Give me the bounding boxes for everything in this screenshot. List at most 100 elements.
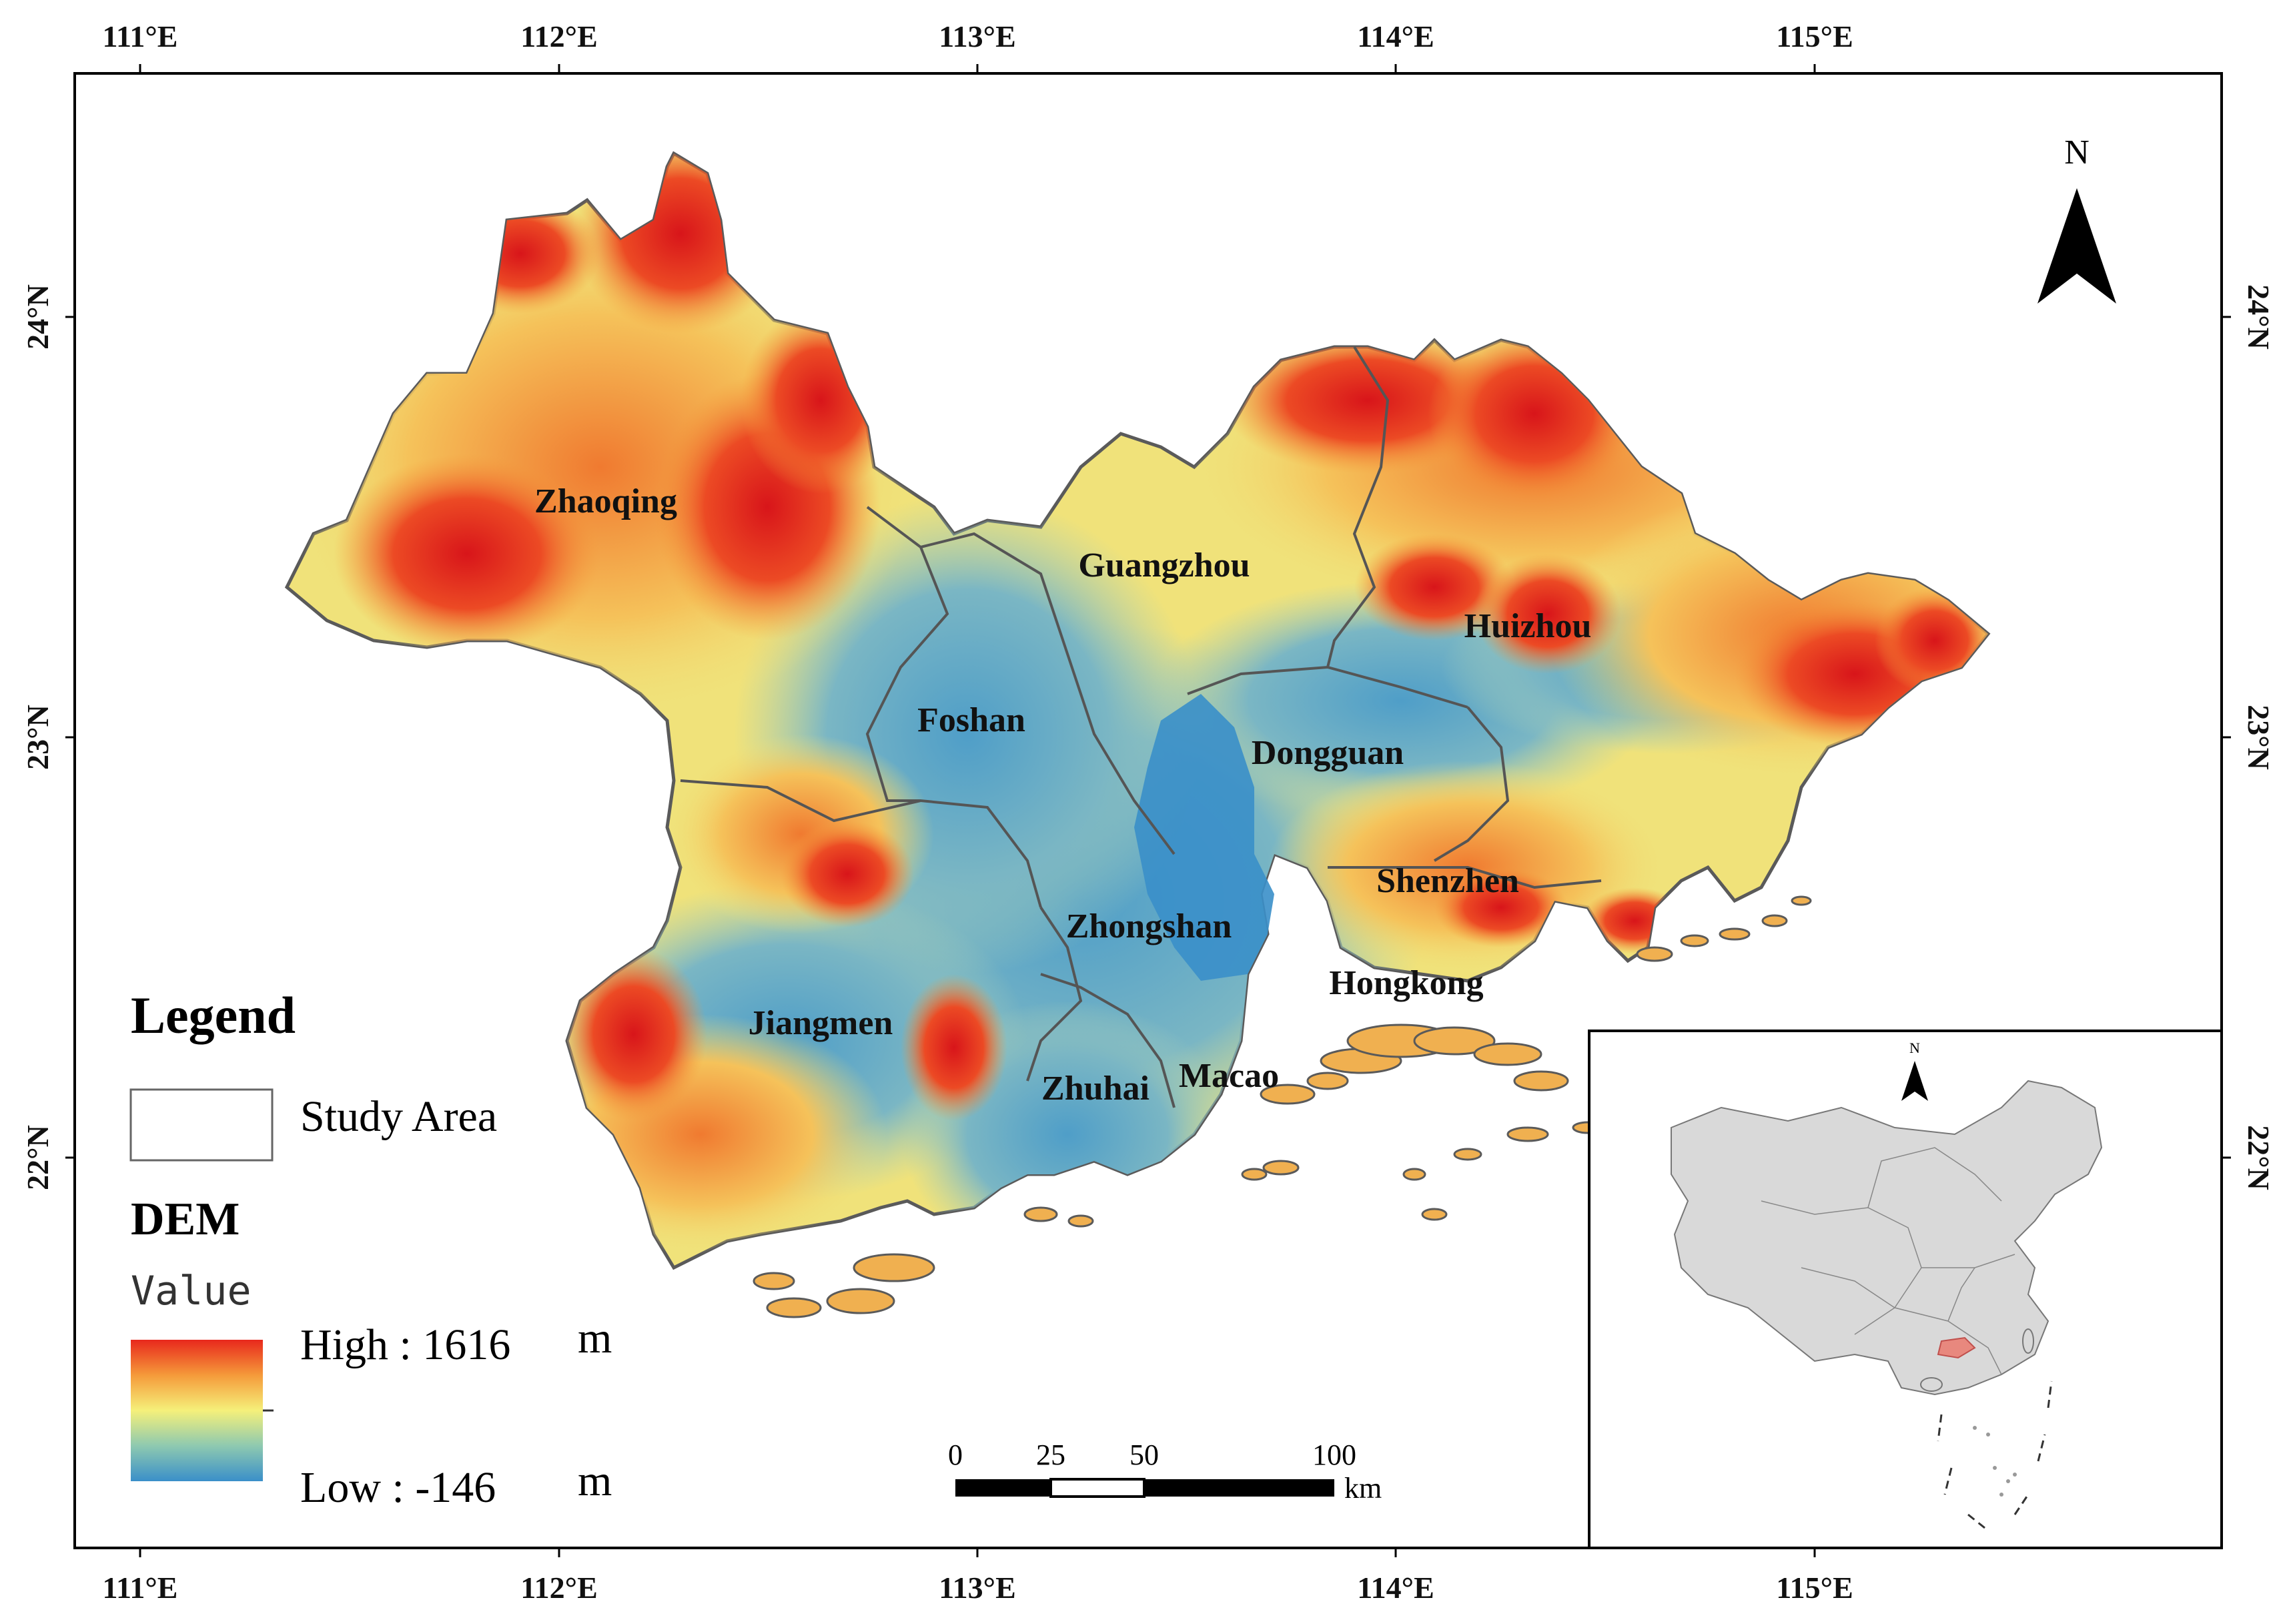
west-zhaoqing-peaks (334, 454, 600, 654)
island (1636, 946, 1673, 962)
inset-study-area-highlight (1937, 1336, 1976, 1359)
island (1761, 914, 1788, 927)
scale-tick-100: 100 (1312, 1439, 1356, 1471)
inset-hainan-island (1920, 1377, 1943, 1392)
city-label-zhaoqing: Zhaoqing (534, 482, 677, 520)
lon-tick-label-bottom: 112°E (520, 1571, 598, 1605)
dem-high-unit: m (578, 1314, 612, 1362)
city-label-guangzhou: Guangzhou (1078, 546, 1250, 584)
island (826, 1288, 895, 1314)
huizhou-peaks (1474, 554, 1621, 674)
city-label-zhuhai: Zhuhai (1041, 1070, 1150, 1108)
island (1262, 1160, 1300, 1176)
island (1241, 1168, 1268, 1181)
jiangmen-west-peaks (560, 947, 707, 1121)
lat-tick-label-left: 24°N (21, 284, 55, 350)
boundary-zhongshan-west (1026, 906, 1083, 1082)
island (766, 1297, 822, 1318)
latitude-ticks-right: 24°N 23°N 22°N (2222, 284, 2276, 1190)
inset-china-map (1671, 1080, 2103, 1396)
scale-tick-25: 25 (1036, 1439, 1065, 1471)
boundary-zhongshan-zhuhai (1040, 973, 1176, 1108)
scale-unit: km (1344, 1472, 1382, 1505)
legend-title: Legend (131, 986, 296, 1044)
dem-low-unit: m (578, 1457, 612, 1505)
island (1473, 1042, 1542, 1066)
dem-color-ramp (131, 1340, 263, 1481)
scale-bar: 0 25 50 100 km (948, 1439, 1382, 1505)
island (1306, 1072, 1349, 1090)
scale-tick-50: 50 (1129, 1439, 1159, 1471)
lon-tick-label-top: 111°E (102, 19, 177, 53)
island (1402, 1168, 1426, 1181)
north-arrow: N (2037, 133, 2116, 304)
city-labels: Zhaoqing Guangzhou Huizhou Foshan Dongguan Sh… (534, 482, 1591, 1108)
offshore-islands (753, 895, 1812, 1318)
city-label-foshan: Foshan (917, 701, 1025, 739)
lon-tick-label-bottom: 111°E (102, 1571, 177, 1605)
longitude-ticks-bottom: 111°E 112°E 113°E 114°E 115°E (102, 1548, 1853, 1605)
lon-tick-label-top: 112°E (520, 19, 598, 53)
island (1067, 1214, 1094, 1228)
boundary-guangzhou-huizhou (1326, 346, 1390, 668)
city-label-hongkong: Hongkong (1329, 964, 1483, 1002)
lon-tick-label-top: 114°E (1357, 19, 1434, 53)
island (1791, 895, 1812, 906)
island (1719, 927, 1751, 941)
island (1421, 1208, 1448, 1221)
island (1513, 1070, 1569, 1092)
island (1680, 934, 1709, 947)
lon-tick-label-top: 115°E (1776, 19, 1853, 53)
heshan-peaks (781, 821, 914, 927)
lat-tick-label-left: 23°N (21, 705, 55, 770)
inset-north-label: N (1909, 1040, 1920, 1056)
boundary-foshan-jiangmen (680, 779, 1042, 908)
latitude-ticks-left: 24°N 23°N 22°N (21, 284, 75, 1190)
lon-tick-label-top: 113°E (939, 19, 1016, 53)
north-arrow-icon (2037, 188, 2116, 304)
longitude-ticks-top: 111°E 112°E 113°E 114°E 115°E (102, 19, 1853, 73)
island (753, 1272, 795, 1290)
lon-tick-label-bottom: 113°E (939, 1571, 1016, 1605)
city-label-shenzhen: Shenzhen (1376, 862, 1519, 900)
lat-tick-label-left: 22°N (21, 1125, 55, 1190)
island (1413, 1026, 1496, 1056)
city-label-jiangmen: Jiangmen (749, 1004, 893, 1042)
pearl-river-estuary (1134, 694, 1274, 981)
lat-tick-label-right: 22°N (2242, 1125, 2276, 1190)
lat-tick-label-right: 23°N (2242, 705, 2276, 770)
study-area-label: Study Area (300, 1092, 497, 1141)
dem-high-label: High : 1616 (300, 1320, 510, 1369)
island (1260, 1084, 1316, 1105)
inset-south-sea-islands (1973, 1426, 2017, 1497)
lat-tick-label-right: 24°N (2242, 284, 2276, 350)
island (853, 1253, 935, 1282)
legend: Legend Study Area DEM Value High : 1616 … (129, 986, 612, 1512)
inset-province-borders (1761, 1147, 2015, 1375)
island (1506, 1126, 1549, 1142)
city-label-dongguan: Dongguan (1252, 734, 1404, 772)
island (1453, 1148, 1482, 1161)
scale-segment-3 (1144, 1479, 1334, 1497)
city-label-zhongshan: Zhongshan (1066, 907, 1232, 945)
north-arrow-label: N (2064, 133, 2090, 171)
island (1023, 1206, 1058, 1222)
scale-segment-2 (1049, 1478, 1146, 1498)
city-label-huizhou: Huizhou (1464, 607, 1592, 645)
city-label-macao: Macao (1179, 1057, 1279, 1095)
inset-nine-dash-line (1937, 1380, 2053, 1529)
boundary-foshan-guangzhou (920, 532, 1176, 855)
study-area-land (284, 151, 1991, 1270)
inset-map: N (1588, 1030, 2223, 1549)
lon-tick-label-bottom: 114°E (1357, 1571, 1434, 1605)
study-area-swatch (129, 1088, 274, 1162)
inset-north-arrow-icon (1901, 1061, 1928, 1101)
boundary-dongguan-shenzhen (1328, 866, 1602, 889)
dem-low-label: Low : -146 (300, 1463, 496, 1512)
jiangmen-peak (901, 974, 1007, 1121)
boundary-dongguan-huizhou (1433, 706, 1510, 862)
dem-title: DEM (131, 1194, 240, 1245)
district-boundaries (680, 346, 1602, 1108)
